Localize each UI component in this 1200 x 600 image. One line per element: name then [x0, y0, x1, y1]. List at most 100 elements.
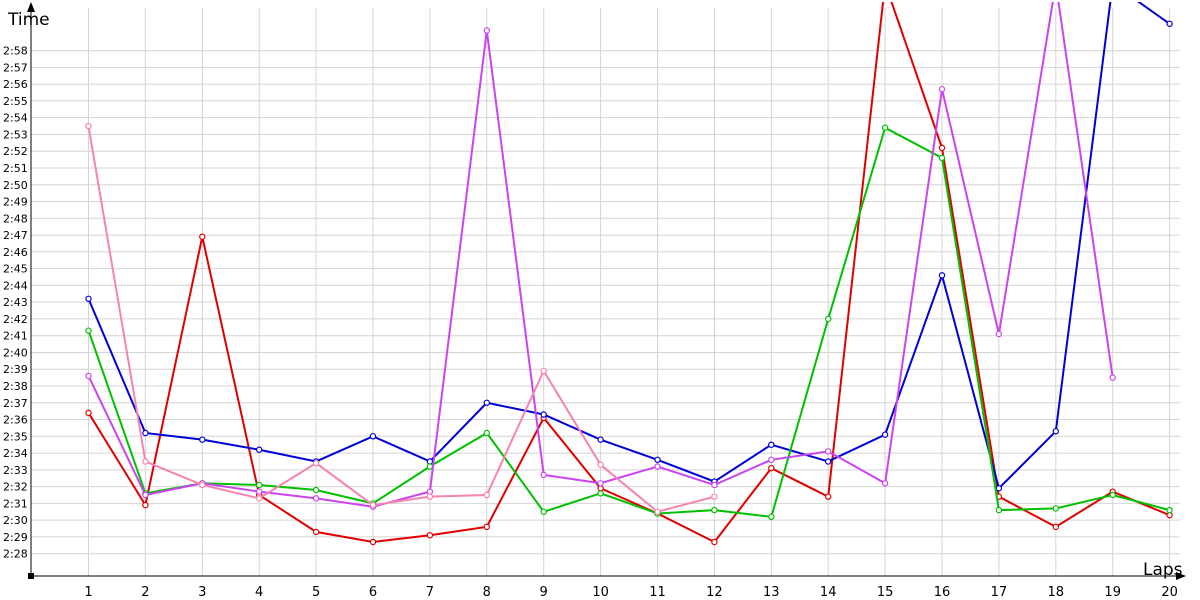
y-tick-label: 2:42	[3, 313, 28, 326]
x-tick-label: 13	[763, 585, 780, 600]
x-tick-label: 6	[369, 585, 377, 600]
data-point	[711, 493, 718, 500]
data-point	[1166, 511, 1173, 519]
data-point	[768, 441, 775, 448]
data-point	[426, 532, 434, 539]
y-tick-label: 2:53	[3, 128, 28, 141]
data-point	[881, 124, 889, 131]
y-tick-label: 2:36	[3, 414, 28, 427]
x-tick-label: 2	[141, 585, 149, 600]
series-line	[87, 2, 1171, 491]
x-tick-label: 7	[426, 585, 434, 600]
data-point	[312, 495, 320, 502]
x-axis-title: Laps	[1143, 560, 1183, 580]
x-tick-label: 20	[1161, 585, 1178, 600]
data-point	[483, 429, 490, 437]
data-point	[597, 461, 604, 469]
x-tick-label: 10	[592, 585, 609, 600]
x-tick-label: 17	[991, 585, 1008, 600]
y-tick-label: 2:37	[3, 397, 28, 410]
data-point	[1109, 491, 1116, 499]
y-tick-label: 2:41	[3, 330, 28, 343]
data-point	[1052, 505, 1060, 512]
origin-marker	[28, 573, 34, 579]
series-line	[87, 2, 1170, 544]
y-tick-label: 2:39	[3, 363, 28, 376]
data-point	[85, 372, 92, 380]
data-point	[654, 463, 661, 470]
data-point	[312, 459, 320, 467]
series	[85, 2, 1173, 546]
series-4	[85, 2, 1116, 510]
y-tick-label: 2:45	[3, 263, 28, 276]
data-point	[426, 458, 434, 465]
data-point	[825, 315, 832, 323]
y-axis-title: Time	[7, 10, 50, 30]
data-point	[597, 485, 604, 492]
data-point	[369, 501, 377, 509]
data-point	[142, 491, 149, 499]
y-tick-label: 2:30	[3, 514, 28, 527]
x-tick-label: 19	[1104, 585, 1121, 600]
data-point	[597, 436, 604, 443]
x-tick-label: 8	[483, 585, 491, 600]
data-point	[825, 493, 832, 500]
data-point	[768, 513, 775, 521]
data-point	[881, 480, 889, 487]
series-line	[87, 125, 715, 513]
y-tick-label: 2:44	[3, 279, 28, 292]
grid	[31, 8, 1180, 576]
x-tick-label: 12	[706, 585, 723, 600]
data-point	[1052, 428, 1060, 435]
series-2	[85, 2, 1173, 492]
data-point	[256, 446, 263, 453]
y-tick-label: 2:33	[3, 464, 28, 477]
data-point	[312, 486, 320, 494]
data-point	[654, 456, 661, 463]
data-point	[85, 327, 92, 334]
y-tick-label: 2:47	[3, 229, 28, 242]
series-5	[85, 122, 718, 515]
y-tick-label: 2:29	[3, 531, 28, 544]
y-tick-label: 2:57	[3, 61, 28, 74]
x-tick-label: 18	[1048, 585, 1065, 600]
x-tick-label: 4	[255, 585, 263, 600]
y-tick-label: 2:50	[3, 179, 28, 192]
y-tick-label: 2:35	[3, 430, 28, 443]
data-point	[256, 481, 263, 489]
data-point	[825, 448, 832, 455]
y-tick-label: 2:48	[3, 212, 28, 225]
data-point	[711, 538, 718, 546]
y-tick-label: 2:38	[3, 380, 28, 393]
data-point	[540, 411, 547, 418]
data-point	[256, 495, 263, 502]
data-point	[597, 480, 604, 487]
data-point	[426, 463, 434, 470]
x-tick-label: 11	[649, 585, 666, 600]
x-tick-label: 3	[198, 585, 206, 600]
data-point	[597, 490, 604, 497]
y-tick-label: 2:46	[3, 246, 28, 259]
y-tick-label: 2:51	[3, 162, 28, 175]
data-point	[938, 154, 946, 162]
data-point	[1052, 523, 1060, 531]
data-point	[938, 85, 946, 93]
x-tick-label: 15	[877, 585, 894, 600]
data-point	[1166, 506, 1173, 514]
data-point	[540, 367, 547, 375]
data-point	[938, 144, 946, 152]
data-point	[256, 488, 263, 495]
data-point	[711, 481, 718, 489]
y-tick-label: 2:58	[3, 45, 28, 58]
series-line	[87, 126, 1170, 518]
y-tick-label: 2:32	[3, 481, 28, 494]
x-tick-label: 1	[84, 585, 92, 600]
y-tick-label: 2:40	[3, 346, 28, 359]
data-point	[540, 508, 547, 515]
data-point	[426, 493, 434, 500]
y-tick-label: 2:56	[3, 78, 28, 91]
y-tick-label: 2:31	[3, 497, 28, 510]
data-point	[540, 471, 547, 479]
y-tick-label: 2:34	[3, 447, 28, 460]
